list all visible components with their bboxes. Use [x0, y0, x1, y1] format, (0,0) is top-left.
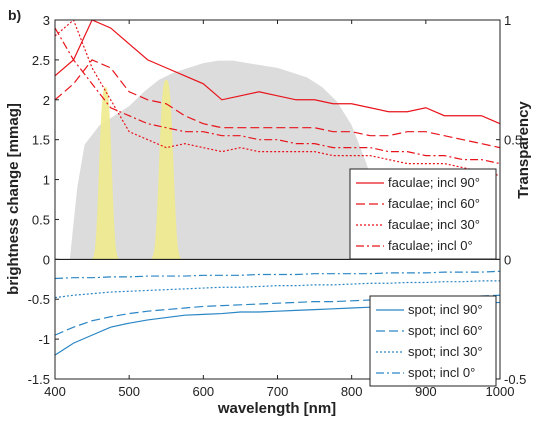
legend-label: spot; incl 60°: [408, 323, 483, 338]
legend-label: spot; incl 90°: [408, 302, 483, 317]
series-line-faculae-3: [55, 20, 500, 177]
series-line-faculae-1: [55, 20, 500, 125]
x-tick-label: 700: [267, 384, 289, 399]
x-tick-label: 500: [118, 384, 140, 399]
x-tick-label: 600: [192, 384, 214, 399]
series-layer: [55, 20, 500, 356]
legend-label: faculae; incl 90°: [388, 175, 480, 190]
y-axis-label-left: brightness change [mmag]: [5, 103, 22, 295]
y-tick-label-left: 2: [43, 93, 50, 108]
legend-faculae: faculae; incl 90° faculae; incl 60° facula…: [349, 168, 497, 260]
transparency-area: [69, 60, 397, 260]
y-tick-label-left: -1.5: [28, 372, 50, 387]
legend-box: [349, 168, 497, 260]
y-tick-label-left: 0.5: [32, 212, 50, 227]
y-tick-label-left: 2.5: [32, 53, 50, 68]
x-tick-label: 800: [341, 384, 363, 399]
y-tick-label-left: -0.5: [28, 292, 50, 307]
y-tick-label-right: 0: [504, 252, 511, 267]
x-tick-label: 1000: [486, 384, 515, 399]
legend-box: [369, 295, 497, 387]
y-tick-label-right: -0.5: [504, 372, 526, 387]
x-tick-label: 900: [415, 384, 437, 399]
y-axis-label-right: Transparency: [515, 101, 532, 199]
series-line-spot-3: [55, 280, 500, 299]
y-tick-label-left: 3: [43, 13, 50, 28]
legend-label: spot; incl 0°: [408, 365, 475, 380]
legend-label: faculae; incl 0°: [388, 238, 473, 253]
y-tick-label-left: 1.5: [32, 133, 50, 148]
series-line-faculae-2: [55, 59, 500, 149]
legend-label: faculae; incl 30°: [388, 217, 480, 232]
legend-label: faculae; incl 60°: [388, 196, 480, 211]
y-tick-label-right: 0.5: [504, 133, 522, 148]
axis-ticks: 400 500 600 700 800 900 1000 -1.5 -1 -0.5 0 0.5 1 1.5…: [28, 13, 527, 399]
x-axis-label: wavelength [nm]: [217, 400, 336, 417]
y-tick-label-right: 1: [504, 13, 511, 28]
y-tick-label-left: 0: [43, 252, 50, 267]
legend-spot: spot; incl 90° spot; incl 60° spot; incl 3…: [369, 295, 497, 387]
filter-curve-2: [139, 79, 193, 260]
y-tick-label-left: -1: [38, 332, 50, 347]
y-tick-label-left: 1: [43, 173, 50, 188]
filter-curve-1: [81, 87, 130, 260]
legend-label: spot; incl 30°: [408, 344, 483, 359]
transparency-layer: [69, 60, 397, 260]
series-line-spot-4: [55, 270, 500, 280]
panel-label: b): [8, 7, 21, 23]
x-tick-label: 400: [44, 384, 66, 399]
series-line-faculae-4: [55, 27, 500, 165]
series-line-spot-2: [55, 294, 500, 336]
